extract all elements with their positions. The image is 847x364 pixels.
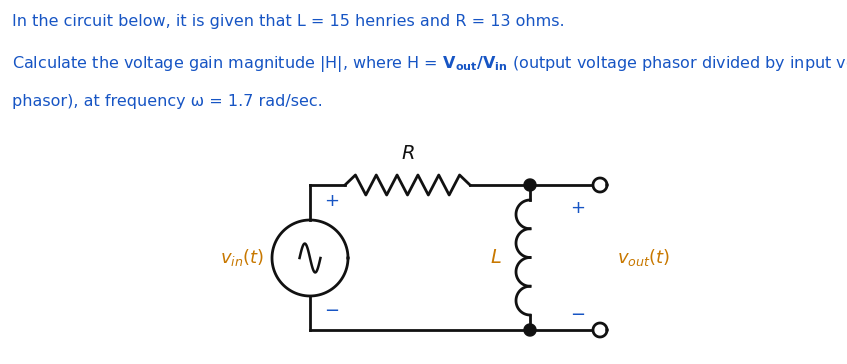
Polygon shape (524, 179, 536, 191)
Text: Calculate the voltage gain magnitude |H|, where H = $\mathbf{V_{out}/V_{in}}$ (o: Calculate the voltage gain magnitude |H|… (12, 54, 847, 74)
Text: +: + (324, 192, 339, 210)
Text: $L$: $L$ (490, 248, 502, 267)
Polygon shape (593, 323, 607, 337)
Text: $v_{out}(t)$: $v_{out}(t)$ (617, 248, 670, 269)
Text: $v_{in}(t)$: $v_{in}(t)$ (220, 248, 264, 269)
Polygon shape (593, 178, 607, 192)
Text: −: − (324, 302, 339, 320)
Text: In the circuit below, it is given that L = 15 henries and R = 13 ohms.: In the circuit below, it is given that L… (12, 14, 565, 29)
Text: phasor), at frequency ω = 1.7 rad/sec.: phasor), at frequency ω = 1.7 rad/sec. (12, 94, 323, 109)
Text: −: − (570, 306, 585, 324)
Text: $R$: $R$ (401, 144, 414, 163)
Text: +: + (571, 199, 585, 217)
Polygon shape (524, 324, 536, 336)
